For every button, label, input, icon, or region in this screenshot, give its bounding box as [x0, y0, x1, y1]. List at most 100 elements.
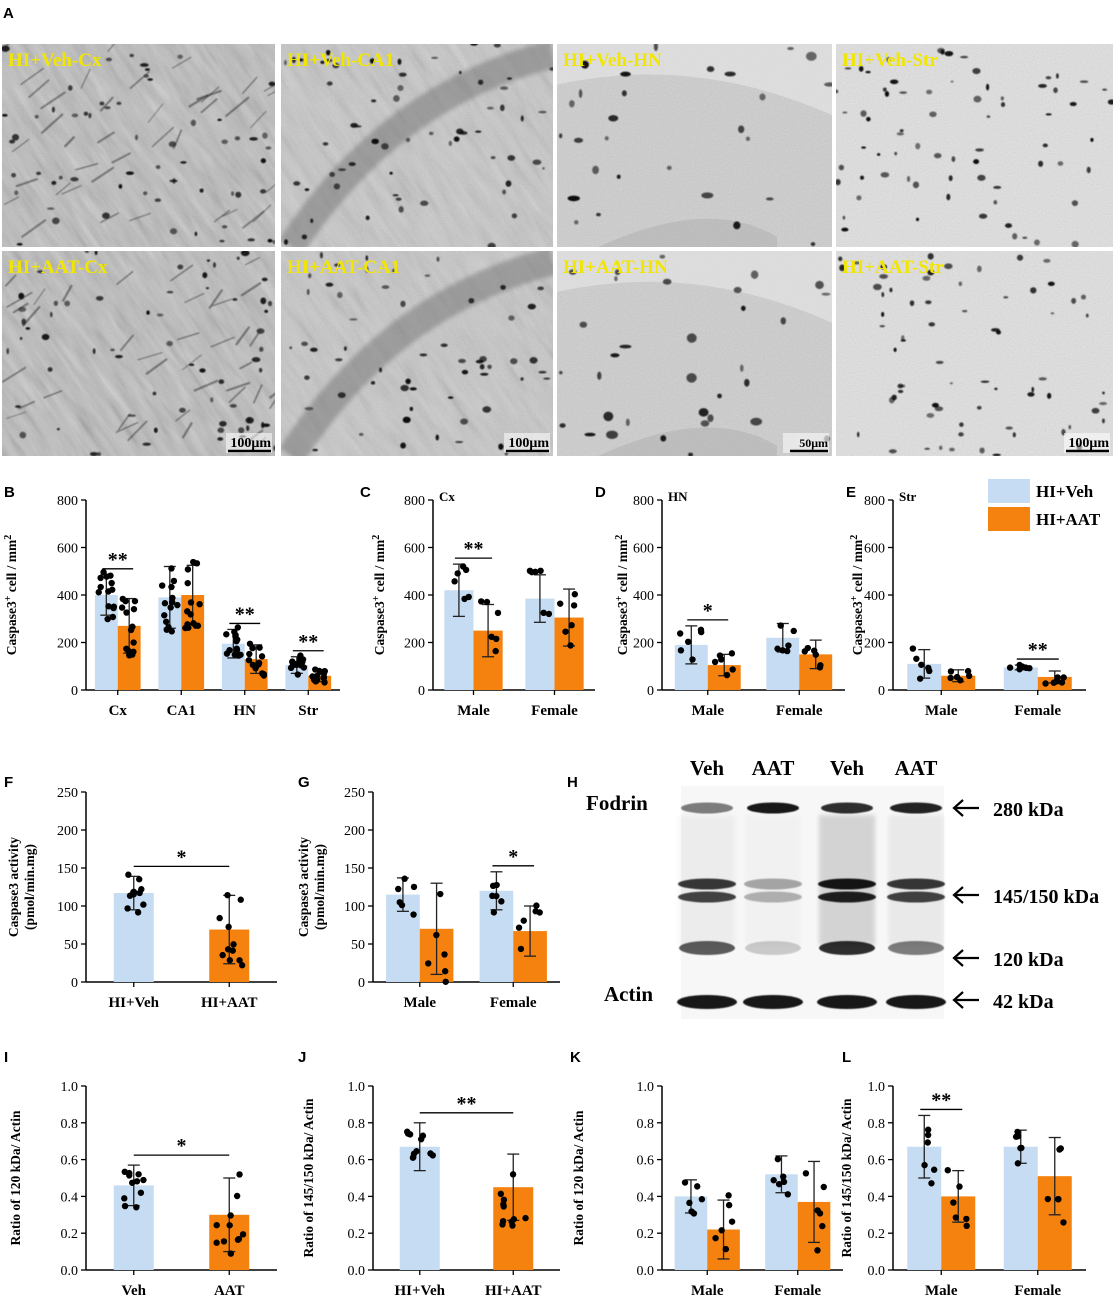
y-tick-label: 400: [864, 589, 885, 604]
data-point: [684, 638, 692, 646]
stained-cell: [884, 90, 890, 97]
data-point: [952, 1214, 960, 1221]
stained-cell: [301, 341, 308, 347]
data-point: [130, 888, 138, 896]
data-point: [130, 639, 137, 646]
stained-process: [267, 91, 275, 97]
data-point: [236, 957, 243, 964]
stained-process: [147, 103, 164, 124]
stained-cell: [608, 115, 619, 122]
stained-cell: [505, 180, 512, 187]
stained-process: [249, 329, 262, 347]
blot-band: [681, 802, 733, 814]
stained-cell: [498, 443, 504, 450]
micrograph-label: HI+Veh-HN: [563, 50, 662, 71]
data-point: [716, 652, 724, 659]
stained-process: [177, 332, 200, 341]
data-point: [947, 674, 954, 682]
stained-process: [96, 131, 115, 144]
data-point: [134, 909, 142, 916]
y-axis-label-part: cell / mm: [372, 539, 387, 596]
panel-letter-c: C: [360, 484, 371, 501]
data-point: [489, 882, 497, 890]
stained-cell: [698, 408, 709, 417]
stained-cell: [477, 79, 484, 85]
data-point: [567, 642, 574, 649]
legend-label-veh: HI+Veh: [1036, 482, 1094, 501]
stained-process: [145, 358, 168, 376]
y-axis-label-part: +: [371, 595, 382, 601]
stained-cell: [58, 175, 63, 180]
stained-process: [169, 264, 194, 282]
data-point: [944, 1166, 951, 1174]
stained-process: [263, 84, 275, 92]
stained-cell: [172, 177, 176, 184]
stained-cell: [217, 427, 225, 433]
chart-subtitle: Cx: [439, 489, 455, 504]
stained-process: [241, 76, 258, 95]
stained-cell: [166, 340, 173, 347]
data-point: [497, 1190, 505, 1198]
y-tick-label: 1.0: [868, 1080, 886, 1095]
arrow-icon: [952, 799, 979, 1009]
data-point: [97, 574, 104, 582]
y-tick-label: 0.8: [637, 1117, 655, 1132]
data-point: [1053, 678, 1060, 685]
micrograph-fiber-texture: [281, 251, 553, 456]
micrograph-fibers: [2, 251, 275, 456]
stained-cell: [992, 453, 1001, 456]
stained-cell: [36, 171, 41, 175]
chart-c: 0 200 400 600 800 Caspase3+ cell / mm2 Cx Male *…: [371, 489, 595, 719]
data-point: [105, 603, 112, 610]
data-point: [260, 672, 268, 679]
stained-cell: [924, 447, 931, 450]
data-point: [725, 1201, 733, 1209]
chart-i: 0.0 0.2 0.4 0.6 0.8 1.0 Ratio of 120 kDa/ Acti…: [8, 1080, 277, 1299]
blot-band: [744, 891, 802, 903]
stained-cell: [950, 80, 954, 83]
stained-cell: [889, 287, 893, 293]
data-point: [129, 623, 136, 630]
stained-cell: [419, 353, 428, 357]
blot-smear: [888, 815, 944, 945]
stained-cell: [574, 220, 579, 225]
stained-process: [200, 98, 218, 114]
data-point: [536, 909, 543, 916]
stained-cell: [606, 430, 618, 439]
significance-mark: *: [177, 1135, 187, 1157]
stained-cell: [455, 440, 464, 444]
data-point: [220, 1238, 228, 1245]
stained-cell: [11, 133, 20, 141]
micrograph-5: HI+AAT-Cx 100μm: [2, 251, 275, 456]
data-point: [520, 917, 527, 924]
stained-cell: [922, 275, 931, 281]
y-tick-label: 150: [344, 862, 365, 877]
micrograph-content: [836, 251, 1113, 456]
stained-cell: [231, 191, 234, 196]
stained-cell: [265, 146, 272, 150]
stained-cell: [844, 67, 852, 70]
x-tick-label: Male: [925, 1283, 958, 1299]
stained-cell: [267, 300, 273, 307]
stained-cell: [569, 100, 575, 108]
stained-cell: [949, 382, 954, 385]
micrograph-content: [281, 251, 553, 456]
data-point: [728, 650, 736, 657]
stained-cell: [706, 66, 715, 73]
stained-cell: [592, 165, 599, 175]
stained-process: [228, 386, 246, 404]
stained-process: [20, 67, 44, 86]
stained-cell: [371, 99, 377, 103]
stained-cell: [856, 431, 860, 438]
stained-process: [2, 366, 27, 383]
data-point: [130, 648, 137, 655]
data-point: [677, 647, 685, 654]
stained-cell: [502, 189, 507, 195]
data-point: [694, 1183, 701, 1190]
panel-letter-e: E: [846, 484, 856, 501]
stained-cell: [1003, 296, 1009, 299]
stained-cell: [447, 396, 454, 399]
stained-cell: [210, 397, 214, 403]
stained-cell: [431, 56, 439, 59]
stained-cell: [1068, 424, 1072, 430]
